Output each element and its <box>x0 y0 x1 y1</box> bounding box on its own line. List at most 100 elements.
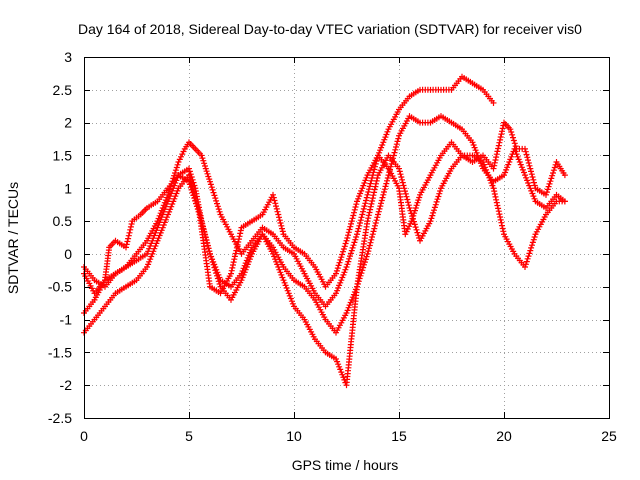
series-trace-markers <box>218 273 233 294</box>
series-trace-markers <box>218 214 233 235</box>
series-trace-markers <box>450 75 464 91</box>
series-trace-markers <box>228 227 244 274</box>
x-tick-label: 15 <box>391 428 407 444</box>
data-point <box>175 159 182 166</box>
series-trace-markers <box>365 214 381 255</box>
series-trace-markers <box>293 245 306 256</box>
series-trace-markers <box>554 161 567 176</box>
series-trace-markers <box>103 292 117 308</box>
data-point <box>270 191 276 198</box>
series-trace-markers <box>131 213 142 223</box>
series-trace-markers <box>187 141 197 151</box>
series-trace-markers <box>281 279 296 307</box>
data-point <box>364 191 371 198</box>
y-tick-label: -2.5 <box>48 410 72 426</box>
data-point <box>238 277 245 284</box>
series-trace-markers <box>450 120 463 131</box>
series-trace-markers <box>508 129 519 150</box>
series-trace-markers <box>313 338 327 354</box>
series-trace-markers <box>93 279 107 295</box>
plot-frame <box>84 57 610 419</box>
series-trace-markers <box>260 233 275 255</box>
series-trace-markers <box>240 240 254 255</box>
y-axis-title: SDTVAR / TECUs <box>5 182 21 294</box>
data-point <box>427 218 434 225</box>
series-trace-markers <box>439 168 454 189</box>
series-trace-markers <box>365 175 381 222</box>
series-trace-markers <box>114 285 127 295</box>
series-trace-markers <box>375 175 391 215</box>
series-trace-markers <box>303 253 317 268</box>
y-tick-labels: -2.5 -2 -1.5 -1 -0.5 0 0.5 1 1.5 2 2.5 3 <box>48 49 72 426</box>
data-point <box>165 211 171 218</box>
series-trace-markers <box>429 114 442 125</box>
x-tick-label: 20 <box>496 428 512 444</box>
series-trace-markers <box>376 128 391 156</box>
series-trace-markers <box>271 246 286 268</box>
data-point <box>396 165 402 172</box>
series-trace-markers <box>135 252 148 263</box>
data-point <box>207 250 213 257</box>
series-trace-markers <box>135 240 149 255</box>
series-trace-markers <box>491 188 507 235</box>
series-trace-markers <box>324 350 337 361</box>
data-point <box>406 204 413 211</box>
series-trace-markers <box>292 305 306 321</box>
series-trace-markers <box>343 286 360 386</box>
data-point <box>186 172 192 179</box>
series-trace-markers <box>302 273 317 294</box>
data-point <box>144 250 150 257</box>
series-trace-markers <box>313 266 328 288</box>
series-trace-markers <box>522 234 538 268</box>
series-trace-markers <box>93 305 107 321</box>
series-trace-markers <box>419 86 431 93</box>
series-trace-markers <box>333 240 349 274</box>
series-trace-markers <box>114 265 127 276</box>
series-trace-markers <box>270 194 286 235</box>
series-trace-markers <box>481 154 495 170</box>
series-trace-markers <box>376 154 390 170</box>
series-trace-markers <box>251 212 264 223</box>
axis-ticks <box>84 57 610 419</box>
data-point <box>186 178 192 185</box>
series-trace-markers <box>186 168 198 189</box>
series-trace-markers <box>533 214 548 235</box>
series-trace-markers <box>145 240 160 268</box>
data-point <box>501 172 507 179</box>
x-tick-label: 5 <box>185 428 193 444</box>
series-trace-markers <box>512 148 527 176</box>
data-point <box>228 270 234 277</box>
series-trace-markers <box>240 219 253 230</box>
series-trace-markers <box>186 181 202 215</box>
series-trace-markers <box>461 153 474 164</box>
data-point <box>198 152 205 159</box>
series-trace-markers <box>135 266 149 281</box>
data-point <box>543 191 549 198</box>
data-point <box>402 231 409 238</box>
series-trace-markers <box>419 119 431 126</box>
series-trace-markers <box>481 89 495 104</box>
series-trace-markers <box>428 154 443 176</box>
series-trace-markers <box>403 220 414 235</box>
series-trace-markers <box>418 220 433 242</box>
series-trace-markers <box>82 318 96 334</box>
y-tick-label: 0 <box>64 246 72 262</box>
data-point <box>522 145 528 152</box>
series-trace-markers <box>418 174 433 196</box>
series-trace-markers <box>516 145 526 152</box>
data-point <box>154 224 161 231</box>
series-trace-markers <box>82 266 96 281</box>
series-trace-markers <box>461 75 474 85</box>
data-point <box>375 211 381 218</box>
series-trace-markers <box>491 122 507 169</box>
series-trace-markers <box>271 253 286 281</box>
series-trace-markers <box>239 247 254 274</box>
series-trace-markers <box>292 253 307 275</box>
series-trace-markers <box>471 153 484 164</box>
series-trace-markers <box>396 168 412 209</box>
series-trace-markers <box>271 233 285 249</box>
series-trace-markers <box>82 273 97 294</box>
series-trace-markers <box>229 279 244 301</box>
series-trace-markers <box>104 271 117 282</box>
